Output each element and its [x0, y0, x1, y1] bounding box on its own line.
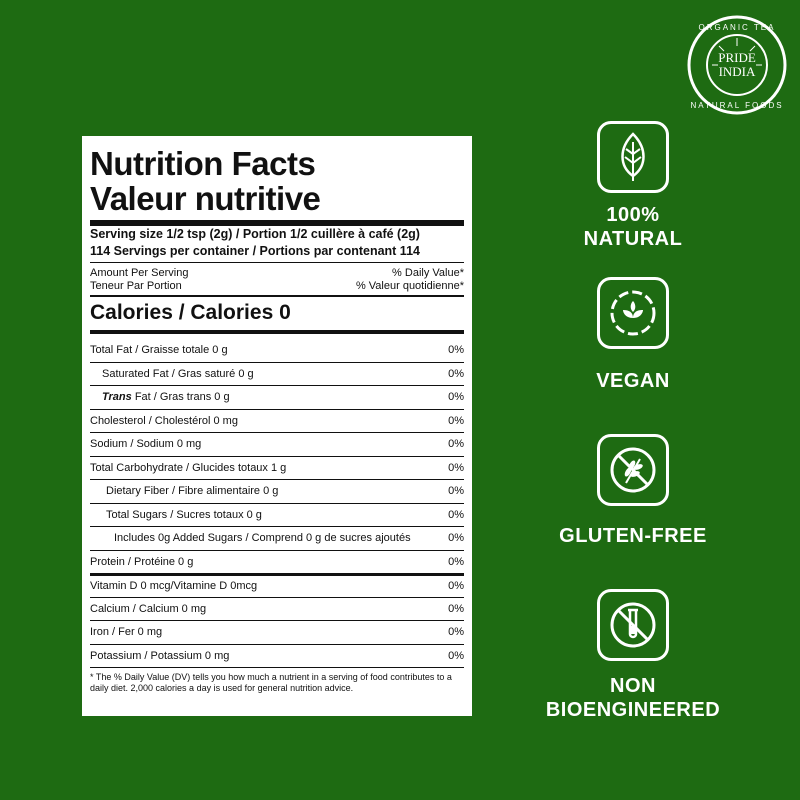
- nutrient-row: Total Sugars / Sucres totaux 0 g 0%: [90, 502, 464, 527]
- badge-gluten-free: [597, 434, 669, 506]
- nutrient-name: Protein / Protéine 0 g: [90, 555, 194, 568]
- nutrient-name: Includes 0g Added Sugars / Comprend 0 g …: [114, 532, 411, 545]
- svg-text:ORGANIC TEA: ORGANIC TEA: [699, 23, 776, 32]
- nutrient-name: Sodium / Sodium 0 mg: [90, 438, 202, 451]
- daily-value: 0%: [448, 555, 464, 568]
- servings-per-container: 114 Servings per container / Portions pa…: [90, 244, 420, 258]
- nutrient-name-rest: Fat / Gras trans 0 g: [131, 391, 230, 404]
- nutrient-row: Total Carbohydrate / Glucides totaux 1 g…: [90, 455, 464, 480]
- nutrient-row: Saturated Fat / Gras saturé 0 g 0%: [90, 361, 464, 386]
- daily-value: 0%: [448, 391, 464, 404]
- badge-line: 100%: [606, 204, 660, 226]
- badge-natural-label: 100% NATURAL: [483, 203, 783, 251]
- badge-line: BIOENGINEERED: [545, 699, 721, 721]
- title-fr: Valeur nutritive: [90, 180, 321, 217]
- badge-natural: [597, 121, 669, 193]
- pride-of-india-logo: PRIDE INDIA ORGANIC TEA NATURAL FOODS: [686, 14, 788, 116]
- amount-per-serving: Amount Per Serving: [90, 267, 189, 279]
- nutrient-row: Sodium / Sodium 0 mg 0%: [90, 432, 464, 456]
- calories: Calories / Calories 0: [90, 295, 464, 328]
- nutrient-name: Dietary Fiber / Fibre alimentaire 0 g: [106, 485, 279, 498]
- title-en: Nutrition Facts: [90, 145, 316, 182]
- badge-non-bioengineered: [597, 589, 669, 661]
- nutrient-name: Cholesterol / Cholestérol 0 mg: [90, 414, 238, 427]
- nutrient-row: Calcium / Calcium 0 mg 0%: [90, 596, 464, 621]
- daily-value: 0%: [448, 532, 464, 545]
- daily-value: 0%: [448, 626, 464, 639]
- nutrient-name: Total Fat / Graisse totale 0 g: [90, 343, 228, 356]
- daily-value: 0%: [448, 649, 464, 662]
- badge-line: NON: [610, 675, 656, 697]
- nutrient-name: Calcium / Calcium 0 mg: [90, 602, 207, 615]
- svg-text:PRIDE: PRIDE: [718, 50, 756, 65]
- nutrient-row: Iron / Fer 0 mg 0%: [90, 620, 464, 644]
- daily-value: 0%: [448, 438, 464, 451]
- nutrient-row: Total Fat / Graisse totale 0 g 0%: [90, 338, 464, 362]
- amount-header: Amount Per Serving Teneur Par Portion % D…: [90, 263, 464, 295]
- nutrient-name: Vitamin D 0 mcg/Vitamine D 0mcg: [90, 580, 258, 593]
- svg-text:INDIA: INDIA: [719, 64, 756, 79]
- svg-text:NATURAL FOODS: NATURAL FOODS: [690, 101, 783, 110]
- trans-emphasis: Trans: [102, 391, 132, 404]
- badge-non-bioengineered-label: NON BIOENGINEERED: [483, 674, 783, 722]
- daily-value: 0%: [448, 580, 464, 593]
- valeur-quotidienne-header: % Valeur quotidienne*: [355, 280, 464, 292]
- daily-value: 0%: [448, 485, 464, 498]
- badge-line: NATURAL: [583, 228, 683, 250]
- serving-size: Serving size 1/2 tsp (2g) / Portion 1/2 …: [90, 227, 420, 241]
- nutrient-row: Potassium / Potassium 0 mg 0%: [90, 643, 464, 668]
- footnote: * The % Daily Value (DV) tells you how m…: [90, 667, 464, 694]
- nutrient-row: Vitamin D 0 mcg/Vitamine D 0mcg 0%: [90, 573, 464, 597]
- badge-vegan: [597, 277, 669, 349]
- daily-value: 0%: [448, 343, 464, 356]
- daily-value: 0%: [448, 602, 464, 615]
- nutrient-name: Trans Fat / Gras trans 0 g: [90, 391, 230, 403]
- daily-value: 0%: [448, 508, 464, 521]
- badge-gluten-free-label: GLUTEN-FREE: [559, 525, 707, 547]
- daily-value: 0%: [448, 414, 464, 427]
- no-wheat-icon: [610, 447, 656, 493]
- no-test-tube-icon: [610, 602, 656, 648]
- leaf-icon: [621, 132, 645, 181]
- nutrient-name: Saturated Fat / Gras saturé 0 g: [102, 367, 254, 380]
- nutrient-row: Dietary Fiber / Fibre alimentaire 0 g 0%: [90, 479, 464, 503]
- nutrient-row: Includes 0g Added Sugars / Comprend 0 g …: [90, 526, 464, 550]
- nutrient-name: Iron / Fer 0 mg: [90, 626, 163, 639]
- nutrient-row: Protein / Protéine 0 g 0%: [90, 549, 464, 574]
- nutrient-row: Cholesterol / Cholestérol 0 mg 0%: [90, 408, 464, 433]
- vegan-icon: [610, 290, 656, 336]
- nutrient-name: Total Sugars / Sucres totaux 0 g: [106, 508, 262, 521]
- nutrition-facts-label: Nutrition Facts Valeur nutritive Serving…: [82, 136, 472, 716]
- daily-value-header: % Daily Value*: [392, 267, 464, 279]
- daily-value: 0%: [448, 367, 464, 380]
- nutrient-name: Total Carbohydrate / Glucides totaux 1 g: [90, 461, 287, 474]
- daily-value: 0%: [448, 461, 464, 474]
- nutrient-row: Trans Fat / Gras trans 0 g 0%: [90, 385, 464, 409]
- badge-vegan-label: VEGAN: [596, 370, 670, 392]
- nutrient-name: Potassium / Potassium 0 mg: [90, 649, 230, 662]
- teneur-par-portion: Teneur Par Portion: [90, 280, 182, 292]
